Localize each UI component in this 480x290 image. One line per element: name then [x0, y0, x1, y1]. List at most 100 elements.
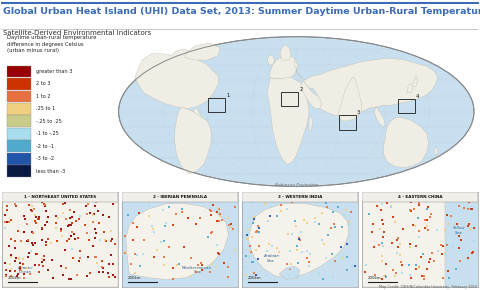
Point: [423, 99, 431, 104]
Point: [261, 201, 268, 206]
Point: [398, 86, 406, 91]
Point: [447, 214, 455, 218]
Point: [95, 221, 103, 225]
Text: 200km: 200km: [128, 276, 142, 280]
Point: [296, 66, 304, 71]
Point: [312, 220, 319, 224]
Point: [250, 216, 258, 221]
Point: [24, 254, 32, 259]
Point: [185, 96, 193, 101]
Point: [109, 272, 117, 277]
Point: [414, 82, 422, 87]
Polygon shape: [374, 107, 385, 127]
Point: [376, 226, 384, 231]
Point: [204, 143, 211, 148]
Point: [135, 211, 143, 215]
Point: [421, 225, 429, 230]
Point: [409, 75, 417, 79]
Point: [65, 222, 73, 227]
Point: [241, 264, 249, 269]
Point: [7, 267, 15, 271]
Point: [92, 199, 100, 204]
Point: [76, 256, 84, 261]
Point: [443, 213, 451, 218]
Point: [251, 271, 258, 276]
Point: [323, 256, 330, 261]
Bar: [362, 192, 478, 202]
Point: [264, 219, 272, 224]
Point: [400, 98, 408, 102]
Polygon shape: [193, 107, 202, 116]
Point: [48, 258, 56, 263]
Point: [349, 94, 357, 98]
Point: [344, 89, 352, 93]
Point: [48, 276, 56, 280]
Point: [298, 66, 305, 70]
Point: [252, 247, 260, 252]
Point: [286, 267, 294, 272]
Point: [194, 263, 202, 267]
Bar: [7, 140, 31, 152]
Point: [29, 231, 37, 236]
Point: [407, 88, 414, 93]
Point: [342, 102, 349, 107]
Point: [284, 67, 291, 72]
Point: [339, 93, 347, 97]
Point: [387, 204, 395, 209]
Point: [121, 233, 129, 238]
Point: [319, 94, 326, 99]
Point: [38, 256, 46, 261]
Point: [353, 80, 360, 85]
Point: [417, 80, 424, 84]
Point: [406, 208, 414, 213]
Text: 200km: 200km: [248, 276, 262, 280]
Point: [338, 255, 346, 260]
Point: [395, 198, 403, 203]
Point: [11, 269, 18, 273]
Text: 2 - IBERIAN PENINSULA: 2 - IBERIAN PENINSULA: [153, 195, 207, 199]
Point: [35, 263, 43, 267]
Text: Satellite-Derived Environmental Indicators: Satellite-Derived Environmental Indicato…: [3, 30, 152, 36]
Point: [423, 224, 431, 229]
Point: [275, 77, 282, 82]
Bar: [208, 98, 225, 112]
Point: [129, 221, 136, 225]
Point: [166, 245, 173, 250]
Point: [324, 233, 332, 238]
Point: [5, 244, 12, 248]
Point: [418, 84, 426, 89]
Point: [348, 265, 356, 269]
Bar: [7, 153, 31, 165]
Point: [427, 212, 435, 216]
Point: [111, 275, 119, 280]
Point: [411, 79, 419, 84]
Point: [175, 102, 182, 106]
Point: [433, 227, 441, 232]
Point: [395, 245, 402, 250]
Point: [348, 87, 356, 91]
Point: [207, 213, 215, 217]
Point: [211, 85, 219, 89]
Point: [357, 88, 364, 93]
Bar: [398, 99, 415, 113]
Point: [218, 218, 226, 222]
Point: [99, 266, 107, 271]
Point: [92, 230, 100, 235]
Point: [184, 117, 192, 121]
Point: [45, 237, 52, 241]
Point: [231, 204, 239, 209]
Point: [464, 255, 471, 260]
Point: [320, 78, 328, 83]
Point: [67, 234, 75, 239]
Point: [67, 223, 75, 228]
Text: greater than 3: greater than 3: [36, 69, 72, 74]
Point: [38, 260, 46, 264]
Point: [389, 215, 396, 220]
Point: [243, 237, 251, 241]
Point: [84, 230, 91, 235]
Point: [125, 213, 132, 217]
Point: [109, 202, 117, 207]
Point: [352, 78, 360, 83]
Point: [29, 242, 36, 247]
Point: [19, 256, 26, 261]
